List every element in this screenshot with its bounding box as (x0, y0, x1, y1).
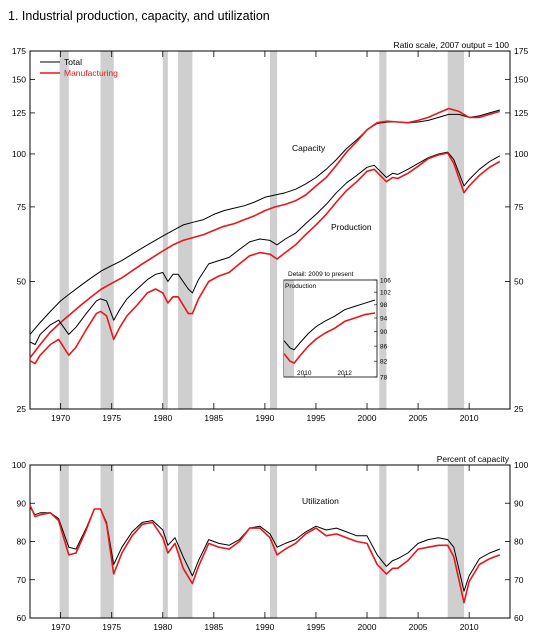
recession-band (284, 280, 295, 377)
bottom-panel: 100 100 90 90 80 80 70 70 60 60 1970 1975 1980 1985 19… (12, 454, 529, 632)
y-tick-label: 60 (17, 613, 27, 623)
y-tick-label: 98 (380, 302, 388, 309)
series-line-total-capacity (29, 109, 500, 335)
series-line-manufacturing-capacity (29, 107, 501, 359)
y-tick-label: 86 (380, 343, 388, 350)
y-tick-label: 106 (380, 277, 391, 284)
recession-band (379, 465, 387, 618)
inset-series-lines (283, 299, 376, 364)
y-tick-label: 25 (17, 404, 27, 414)
y-tick-label-right: 100 (514, 149, 528, 159)
y-tick-label: 125 (12, 108, 26, 118)
y-tick-label: 94 (380, 315, 388, 322)
y-tick-label: 100 (12, 149, 26, 159)
recession-band (447, 51, 465, 409)
y-tick-label: 78 (380, 374, 388, 381)
x-tick-label: 1975 (102, 413, 121, 423)
y-tick-label: 70 (17, 575, 27, 585)
inset-recession-band (284, 280, 295, 377)
inset-detail: 106 102 98 94 90 86 82 78 2010 2012 Detail: 2009 … (283, 271, 391, 381)
top-series-lines (29, 107, 501, 365)
x-tick-label: 1970 (51, 413, 70, 423)
y-tick-label-right: 125 (514, 108, 528, 118)
inset-label: Production (285, 283, 316, 290)
y-tick-label: 150 (12, 74, 26, 84)
recession-bands (59, 51, 465, 409)
series-line-total-production (29, 151, 501, 345)
x-tick-label: 1980 (153, 413, 172, 423)
x-tick-label: 1985 (204, 413, 223, 423)
y-tick-label: 175 (12, 46, 26, 56)
annotation-production: Production (331, 222, 372, 232)
y-tick-label-right: 70 (514, 575, 524, 585)
recession-band (100, 465, 114, 618)
recession-band (447, 465, 465, 618)
series-line-manufacturing (29, 504, 501, 604)
x-tick-label: 1970 (51, 622, 70, 632)
x-tick-label: 1995 (306, 413, 325, 423)
recession-band (162, 465, 168, 618)
bottom-scale-note: Percent of capacity (437, 454, 510, 464)
annotation-utilization: Utilization (302, 496, 339, 506)
top-plot-frame (29, 50, 511, 410)
recession-band (178, 465, 193, 618)
annotation-capacity: Capacity (292, 143, 326, 153)
y-tick-label: 102 (380, 289, 391, 296)
x-tick-label: 2012 (337, 370, 352, 377)
y-tick-label-right: 150 (514, 74, 528, 84)
inset-title: Detail: 2009 to present (288, 271, 354, 278)
x-tick-label: 1990 (255, 413, 274, 423)
x-tick-label: 1975 (102, 622, 121, 632)
legend-label-total: Total (64, 57, 82, 67)
bottom-axis-ticks: 100 100 90 90 80 80 70 70 60 60 1970 1975 1980 1985 19… (12, 460, 529, 632)
y-tick-label-right: 90 (514, 498, 524, 508)
x-tick-label: 1985 (204, 622, 223, 632)
inset-axis-ticks: 106 102 98 94 90 86 82 78 2010 2012 (297, 277, 391, 381)
y-tick-label: 82 (380, 358, 388, 365)
x-tick-label: 1995 (306, 622, 325, 632)
recession-band (270, 51, 278, 409)
series-line-manufacturing (283, 312, 376, 364)
inset-frame (283, 279, 378, 378)
recession-band (162, 51, 168, 409)
y-tick-label-right: 80 (514, 537, 524, 547)
y-tick-label: 90 (380, 329, 388, 336)
x-tick-label: 2000 (358, 413, 377, 423)
recession-band (100, 51, 114, 409)
figure-title: 1. Industrial production, capacity, and … (8, 9, 270, 23)
series-line-manufacturing-production (29, 152, 501, 365)
y-tick-label-right: 25 (514, 404, 524, 414)
x-tick-label: 2005 (409, 413, 428, 423)
series-line-total (283, 299, 376, 351)
x-tick-label: 2005 (409, 622, 428, 632)
y-tick-label-right: 175 (514, 46, 528, 56)
top-panel: 175 175 150 150 125 125 100 100 75 75 50 50 25 25 1970… (12, 40, 529, 423)
x-tick-label: 2000 (358, 622, 377, 632)
y-tick-label: 50 (17, 276, 27, 286)
legend-label-manufacturing: Manufacturing (64, 68, 118, 78)
y-tick-label-right: 60 (514, 613, 524, 623)
bottom-series-lines (29, 504, 501, 604)
y-tick-label: 75 (17, 202, 27, 212)
y-tick-label: 80 (17, 537, 27, 547)
scale-note: Ratio scale, 2007 output = 100 (393, 40, 509, 50)
y-tick-label-right: 50 (514, 276, 524, 286)
recession-band (59, 51, 69, 409)
y-tick-label: 90 (17, 498, 27, 508)
y-tick-label-right: 100 (514, 460, 528, 470)
y-tick-label: 100 (12, 460, 26, 470)
recession-band (379, 51, 387, 409)
y-tick-label-right: 75 (514, 202, 524, 212)
recession-bands-bottom (59, 465, 465, 618)
top-axis-ticks: 175 175 150 150 125 125 100 100 75 75 50 50 25 25 1970… (12, 46, 529, 423)
x-tick-label: 2010 (460, 622, 479, 632)
x-tick-label: 1980 (153, 622, 172, 632)
x-tick-label: 2010 (297, 370, 312, 377)
recession-band (178, 51, 193, 409)
x-tick-label: 1990 (255, 622, 274, 632)
x-tick-label: 2010 (460, 413, 479, 423)
